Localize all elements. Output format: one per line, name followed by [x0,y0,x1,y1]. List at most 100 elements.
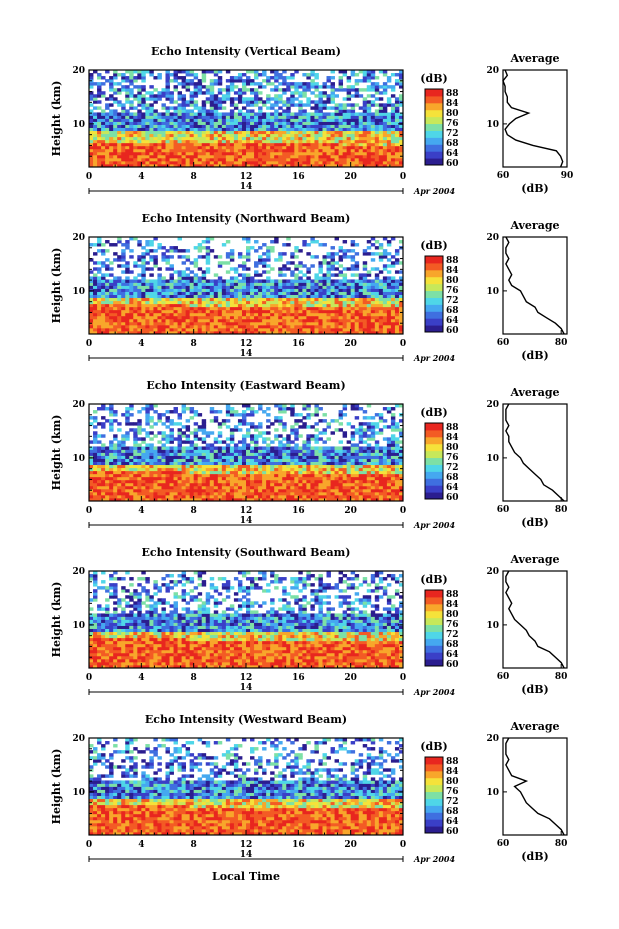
heatmap-cell [302,330,307,335]
heatmap-cell [254,103,259,107]
heatmap-cell [354,130,360,135]
heatmap-cell [250,148,255,153]
heatmap-cell [237,91,243,95]
heatmap-cell [386,276,392,280]
heatmap-cell [326,133,331,138]
heatmap-cell [233,327,239,332]
heatmap-cell [398,76,404,80]
heatmap-cell [125,464,130,469]
heatmap-cell [113,327,118,332]
heatmap-cell [334,476,339,481]
heatmap-cell [201,321,207,326]
heatmap-cell [229,85,235,89]
heatmap-cell [278,148,283,153]
heatmap-cell [233,136,239,141]
heatmap-cell [217,136,223,141]
heatmap-cell [366,473,372,478]
heatmap-cell [326,261,331,265]
heatmap-cell [266,127,271,132]
heatmap-cell [197,321,203,326]
heatmap-cell [338,273,344,277]
heatmap-cell [133,315,138,320]
heatmap-cell [330,142,335,147]
heatmap-cell [266,100,271,104]
y-tick-label: 10 [72,287,85,297]
heatmap-cell [338,163,344,168]
heatmap-cell [237,157,243,162]
heatmap-cell [394,261,400,265]
heatmap-cell [133,485,138,490]
heatmap-cell [306,127,311,132]
heatmap-cell [322,300,327,305]
heatmap-cell [246,312,251,317]
heatmap-cell [137,118,142,122]
heatmap-cell [213,118,219,122]
heatmap-cell [370,148,376,153]
profile-x-tick-label: 60 [497,338,510,348]
heatmap-cell [282,482,287,487]
heatmap-cell [109,88,114,92]
heatmap-cell [358,488,364,493]
heatmap-cell [398,97,404,101]
heatmap-cell [374,157,380,162]
heatmap-cell [318,303,323,308]
heatmap-cell [294,118,299,122]
heatmap-cell [97,163,102,168]
heatmap-cell [246,127,251,132]
heatmap-cell [237,303,243,308]
heatmap-cell [362,100,368,104]
heatmap-cell [113,82,118,86]
heatmap-cell [129,73,134,77]
heatmap-cell [145,494,150,499]
heatmap-cell [121,73,126,77]
heatmap-cell [330,124,335,128]
heatmap-cell [161,139,166,144]
heatmap-cell [266,279,271,283]
heatmap-cell [298,249,303,253]
heatmap-cell [105,321,110,326]
heatmap-cell [262,124,267,128]
heatmap-cell [326,76,331,80]
heatmap-cell [153,148,158,153]
heatmap-cell [101,279,106,283]
heatmap-cell [113,297,118,302]
heatmap-cell [217,82,223,86]
heatmap-cell [141,294,146,299]
heatmap-cell [149,255,154,259]
heatmap-cell [282,130,287,135]
heatmap-cell [145,288,150,292]
heatmap-cell [398,240,404,244]
heatmap-cell [133,151,138,156]
heatmap-cell [358,282,364,286]
heatmap-cell [153,279,158,283]
heatmap-cell [398,288,404,292]
heatmap-cell [229,115,235,119]
heatmap-cell [282,160,287,165]
heatmap-cell [262,127,267,132]
heatmap-cell [105,312,110,317]
heatmap-cell [145,321,150,326]
heatmap-cell [225,306,231,311]
heatmap-cell [262,491,267,496]
heatmap-cell [225,297,231,302]
heatmap-cell [109,476,114,481]
heatmap-cell [262,118,267,122]
heatmap-cell [390,136,396,141]
heatmap-cell [169,291,174,295]
heatmap-cell [213,100,219,104]
heatmap-cell [346,282,352,286]
heatmap-cell [229,88,235,92]
heatmap-cell [362,88,368,92]
heatmap-cell [93,276,98,280]
heatmap-cell [153,261,158,265]
heatmap-cell [153,130,158,135]
heatmap-cell [117,479,122,484]
heatmap-cell [121,133,126,138]
heatmap-cell [306,124,311,128]
heatmap-cell [189,127,195,132]
heatmap-cell [262,285,267,289]
heatmap-cell [161,142,166,147]
heatmap-cell [294,91,299,95]
y-tick-label: 20 [72,233,85,243]
heatmap-cell [177,470,182,475]
